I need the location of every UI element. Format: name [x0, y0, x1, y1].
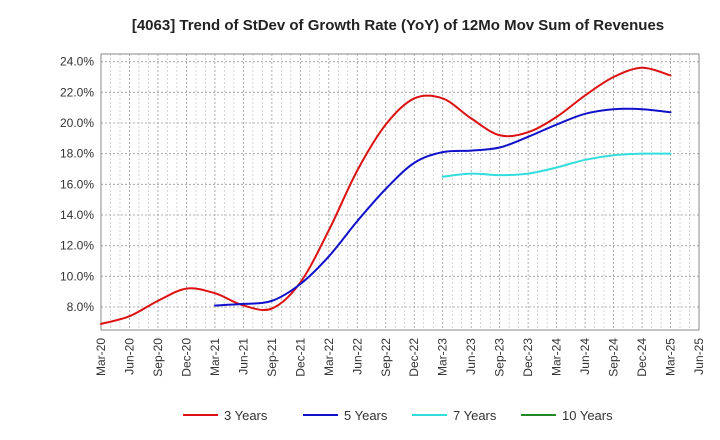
x-axis: Mar-20 Jun-20 Sep-20 Dec-20 Mar-21 Jun-21 Sep-…: [94, 338, 706, 377]
x-tick-label: Sep-24: [607, 338, 621, 377]
x-tick-label: Jun-21: [236, 338, 250, 375]
x-tick-label: Dec-23: [521, 338, 535, 377]
plot-area-frame: [100, 53, 700, 331]
legend-label: 7 Years: [453, 408, 497, 423]
y-tick-label: 14.0%: [60, 208, 94, 222]
grid-layer: [100, 54, 700, 330]
series-layer: [100, 66, 672, 325]
x-tick-label: Jun-25: [692, 338, 706, 375]
series-line-3-years: [100, 66, 672, 325]
y-tick-label: 8.0%: [67, 300, 95, 314]
chart-title: [4063] Trend of StDev of Growth Rate (Yo…: [132, 17, 664, 34]
legend-label: 3 Years: [224, 408, 268, 423]
x-tick-label: Mar-22: [322, 338, 336, 376]
x-tick-label: Sep-21: [265, 338, 279, 377]
x-tick-label: Sep-23: [493, 338, 507, 377]
y-tick-label: 12.0%: [60, 239, 94, 253]
x-tick-label: Mar-20: [94, 338, 108, 376]
y-tick-label: 16.0%: [60, 177, 94, 191]
y-axis: 8.0% 10.0% 12.0% 14.0% 16.0% 18.0% 20.0% 22.0% 2…: [60, 55, 94, 314]
series-line-7-years: [441, 152, 672, 178]
legend-label: 10 Years: [562, 408, 613, 423]
y-tick-label: 18.0%: [60, 147, 94, 161]
x-tick-label: Jun-23: [464, 338, 478, 375]
y-tick-label: 10.0%: [60, 269, 94, 283]
x-tick-label: Dec-21: [293, 338, 307, 377]
x-tick-label: Jun-24: [578, 338, 592, 375]
y-tick-label: 24.0%: [60, 55, 94, 69]
x-tick-label: Mar-23: [436, 338, 450, 376]
x-tick-label: Mar-24: [550, 338, 564, 376]
x-tick-label: Sep-22: [379, 338, 393, 377]
x-tick-label: Mar-25: [664, 338, 678, 376]
x-tick-label: Sep-20: [151, 338, 165, 377]
y-tick-label: 22.0%: [60, 85, 94, 99]
series-line-5-years: [213, 107, 672, 307]
x-tick-label: Jun-22: [350, 338, 364, 375]
x-tick-label: Dec-20: [179, 338, 193, 377]
x-tick-label: Dec-24: [635, 338, 649, 377]
x-tick-label: Jun-20: [122, 338, 136, 375]
legend-label: 5 Years: [344, 408, 388, 423]
y-tick-label: 20.0%: [60, 116, 94, 130]
x-tick-label: Mar-21: [208, 338, 222, 376]
legend: 3 Years 5 Years 7 Years 10 Years: [183, 408, 613, 423]
x-tick-label: Dec-22: [407, 338, 421, 377]
